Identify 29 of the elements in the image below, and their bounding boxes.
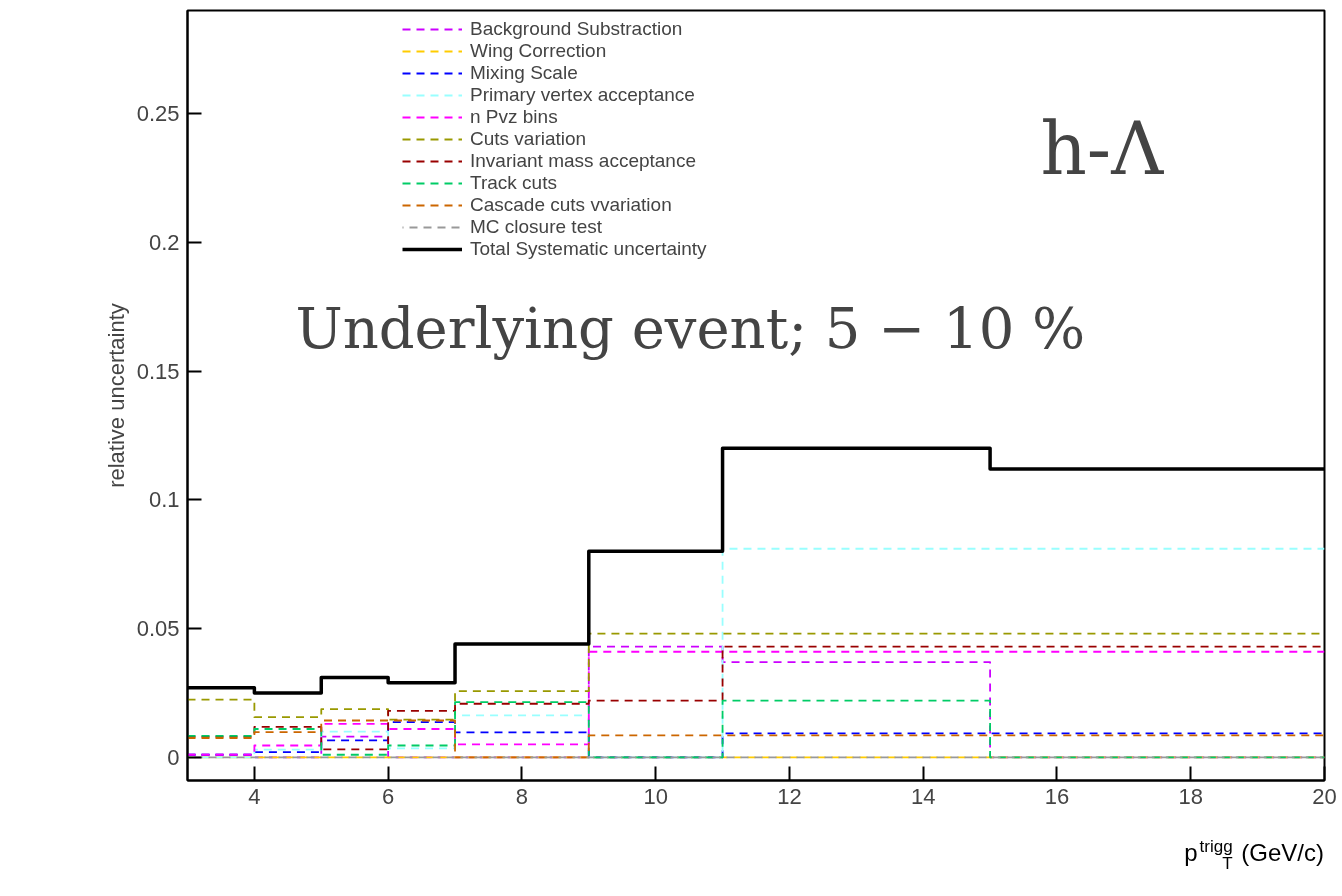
legend-label: n Pvz bins bbox=[470, 106, 558, 128]
legend-label: Total Systematic uncertainty bbox=[470, 238, 707, 260]
x-tick-label: 6 bbox=[382, 783, 395, 809]
annotation: h-Λ bbox=[1040, 106, 1165, 191]
y-tick-label: 0.1 bbox=[148, 487, 180, 513]
legend-label: Wing Correction bbox=[470, 40, 607, 62]
y-tick-label: 0.15 bbox=[136, 358, 180, 384]
y-axis-title: relative uncertainty bbox=[103, 303, 129, 488]
y-tick-label: 0.05 bbox=[136, 616, 180, 642]
x-tick-label: 8 bbox=[515, 783, 529, 809]
y-tick-label: 0 bbox=[167, 744, 180, 770]
x-tick-label: 20 bbox=[1312, 783, 1337, 809]
x-tick-label: 12 bbox=[777, 783, 802, 809]
x-tick-label: 14 bbox=[910, 783, 936, 809]
legend-label: Invariant mass acceptance bbox=[470, 150, 697, 172]
annotation: Underlying event; 5 − 10 % bbox=[295, 295, 1086, 361]
y-tick-label: 0.2 bbox=[148, 229, 180, 255]
x-tick-label: 10 bbox=[643, 783, 668, 809]
legend-label: Primary vertex acceptance bbox=[470, 84, 695, 106]
x-tick-label: 16 bbox=[1044, 783, 1070, 809]
x-tick-label: 4 bbox=[248, 783, 261, 809]
legend-label: Cascade cuts vvariation bbox=[470, 194, 672, 216]
legend-label: Mixing Scale bbox=[470, 62, 578, 84]
legend-label: MC closure test bbox=[470, 216, 602, 238]
y-tick-label: 0.25 bbox=[136, 101, 180, 127]
x-tick-label: 18 bbox=[1178, 783, 1203, 809]
legend-label: Track cuts bbox=[470, 172, 557, 194]
legend-label: Background Substraction bbox=[470, 18, 683, 40]
legend-label: Cuts variation bbox=[470, 128, 587, 150]
